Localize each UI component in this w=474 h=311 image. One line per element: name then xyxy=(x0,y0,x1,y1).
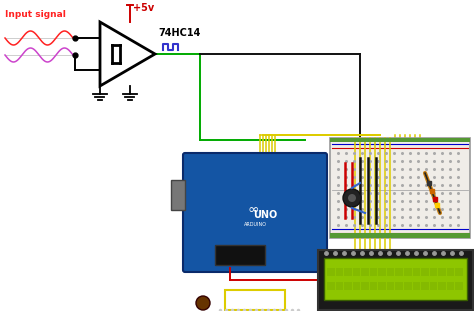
Bar xyxy=(215,245,265,265)
FancyBboxPatch shape xyxy=(183,153,327,272)
Bar xyxy=(447,282,455,290)
Bar xyxy=(404,268,411,276)
Circle shape xyxy=(343,189,361,207)
Text: 74HC14: 74HC14 xyxy=(158,28,201,38)
Bar xyxy=(324,258,467,300)
Bar xyxy=(330,138,470,238)
Bar xyxy=(447,268,455,276)
Bar xyxy=(330,233,470,238)
Bar xyxy=(318,250,473,310)
Bar xyxy=(387,282,394,290)
Bar xyxy=(430,282,438,290)
Bar xyxy=(438,268,446,276)
Text: UNO: UNO xyxy=(253,210,277,220)
Bar xyxy=(413,268,420,276)
Bar xyxy=(395,282,403,290)
Bar xyxy=(378,268,386,276)
Bar xyxy=(413,282,420,290)
Bar xyxy=(344,268,352,276)
Bar xyxy=(404,282,411,290)
FancyBboxPatch shape xyxy=(171,180,185,210)
Circle shape xyxy=(196,296,210,310)
Bar xyxy=(225,290,285,310)
Bar xyxy=(336,268,343,276)
Bar xyxy=(330,138,470,142)
Bar xyxy=(421,268,429,276)
Bar xyxy=(327,268,335,276)
Bar xyxy=(336,282,343,290)
Bar xyxy=(430,268,438,276)
Bar xyxy=(438,282,446,290)
Bar xyxy=(456,282,463,290)
Bar xyxy=(361,268,369,276)
Text: ∞: ∞ xyxy=(247,203,259,217)
Bar xyxy=(370,282,377,290)
Bar xyxy=(421,282,429,290)
Bar xyxy=(456,268,463,276)
Bar xyxy=(378,282,386,290)
Bar xyxy=(353,282,360,290)
Text: Input signal: Input signal xyxy=(5,10,66,19)
Bar xyxy=(344,282,352,290)
Bar xyxy=(370,268,377,276)
Bar xyxy=(387,268,394,276)
Circle shape xyxy=(348,194,356,202)
Bar xyxy=(395,268,403,276)
Bar xyxy=(353,268,360,276)
Bar xyxy=(361,282,369,290)
Bar xyxy=(327,282,335,290)
Text: ARDUINO: ARDUINO xyxy=(244,222,266,228)
Text: +5v: +5v xyxy=(133,3,154,13)
